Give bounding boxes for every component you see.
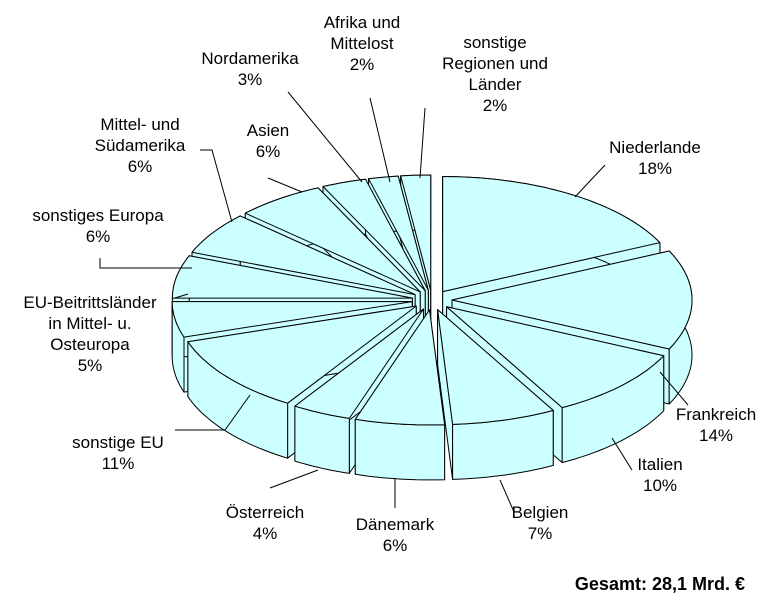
slice-top bbox=[368, 175, 429, 291]
value-label: 4% bbox=[253, 524, 278, 543]
slice-label: Belgien bbox=[512, 503, 569, 522]
slice-label: Asien bbox=[247, 121, 290, 140]
label-line: sonstige EU bbox=[72, 433, 164, 452]
slice-top bbox=[244, 187, 421, 293]
slice-label: Frankreich bbox=[676, 405, 756, 424]
slice-top bbox=[442, 176, 661, 293]
slice-top bbox=[191, 215, 416, 296]
label-line: EU-Beitrittsländer bbox=[23, 293, 157, 312]
slice-top bbox=[400, 174, 432, 291]
slice-label: sonstige Regionen und Länder bbox=[442, 33, 548, 94]
leader-line bbox=[174, 293, 189, 299]
label-line: Italien bbox=[637, 455, 682, 474]
footnote: Gesamt: 28,1 Mrd. € bbox=[575, 574, 745, 594]
labels: Niederlande 18% Frankreich 14% Italien 10% Bel… bbox=[23, 13, 756, 555]
value-label: 7% bbox=[528, 524, 553, 543]
label-line: in Mittel- u. bbox=[48, 314, 131, 333]
leader-line bbox=[175, 394, 251, 431]
leader-line bbox=[200, 149, 233, 223]
label-line: Belgien bbox=[512, 503, 569, 522]
label-line: Österreich bbox=[226, 503, 304, 522]
slice-label: sonstiges Europa bbox=[32, 206, 164, 225]
label-line: Mittel- und bbox=[100, 115, 179, 134]
label-line: Dänemark bbox=[356, 515, 435, 534]
slice-label: EU-Beitrittsländer in Mittel- u. Osteuropa bbox=[23, 293, 157, 354]
pie bbox=[171, 174, 693, 481]
slice-top bbox=[171, 255, 413, 299]
slice-top bbox=[187, 305, 417, 404]
value-label: 3% bbox=[238, 70, 263, 89]
slice-top bbox=[171, 301, 413, 338]
leader-line bbox=[269, 469, 319, 489]
value-label: 6% bbox=[86, 227, 111, 246]
label-line: sonstiges Europa bbox=[32, 206, 164, 225]
leader-line bbox=[659, 371, 689, 406]
label-line: sonstige bbox=[463, 33, 526, 52]
leader-line bbox=[499, 479, 515, 513]
value-label: 6% bbox=[128, 157, 153, 176]
slice-label: Dänemark bbox=[356, 515, 435, 534]
leader-line bbox=[574, 164, 606, 198]
leader-line bbox=[419, 107, 426, 179]
leader-line bbox=[99, 258, 192, 269]
slice-top bbox=[451, 250, 693, 350]
slice-wall bbox=[354, 418, 446, 481]
label-line: Mittelost bbox=[330, 34, 394, 53]
slice-label: Mittel- und Südamerika bbox=[95, 115, 186, 155]
label-line: Frankreich bbox=[676, 405, 756, 424]
leader-line bbox=[267, 177, 303, 193]
value-label: 11% bbox=[102, 454, 135, 473]
leader-line bbox=[287, 91, 363, 183]
label-line: Südamerika bbox=[95, 136, 186, 155]
slice-label: Österreich bbox=[226, 503, 304, 522]
label-line: Afrika und bbox=[324, 13, 401, 32]
slice bbox=[437, 309, 554, 480]
slice-label: Italien bbox=[637, 455, 682, 474]
slice-label: Afrika und Mittelost bbox=[324, 13, 401, 53]
value-label: 18% bbox=[638, 159, 672, 178]
slice-top bbox=[322, 178, 426, 292]
value-label: 2% bbox=[350, 55, 375, 74]
slice-top bbox=[354, 309, 446, 426]
value-label: 2% bbox=[483, 96, 508, 115]
slice-top bbox=[294, 308, 424, 419]
label-line: Niederlande bbox=[609, 138, 701, 157]
value-label: 6% bbox=[383, 536, 408, 555]
label-line: Länder bbox=[469, 75, 522, 94]
slice-label: sonstige EU bbox=[72, 433, 164, 452]
value-label: 14% bbox=[699, 426, 733, 445]
label-line: Asien bbox=[247, 121, 290, 140]
slice-top bbox=[446, 306, 665, 409]
label-line: Osteuropa bbox=[50, 335, 130, 354]
value-label: 10% bbox=[643, 476, 677, 495]
label-line: Regionen und bbox=[442, 54, 548, 73]
slice-label: Niederlande bbox=[609, 138, 701, 157]
slice-top bbox=[437, 309, 554, 425]
slice-label: Nordamerika bbox=[201, 49, 299, 68]
value-label: 5% bbox=[78, 356, 103, 375]
value-label: 6% bbox=[256, 142, 281, 161]
leader-line bbox=[369, 97, 391, 183]
slice bbox=[354, 309, 446, 481]
leader-line bbox=[611, 437, 633, 471]
label-line: Nordamerika bbox=[201, 49, 299, 68]
